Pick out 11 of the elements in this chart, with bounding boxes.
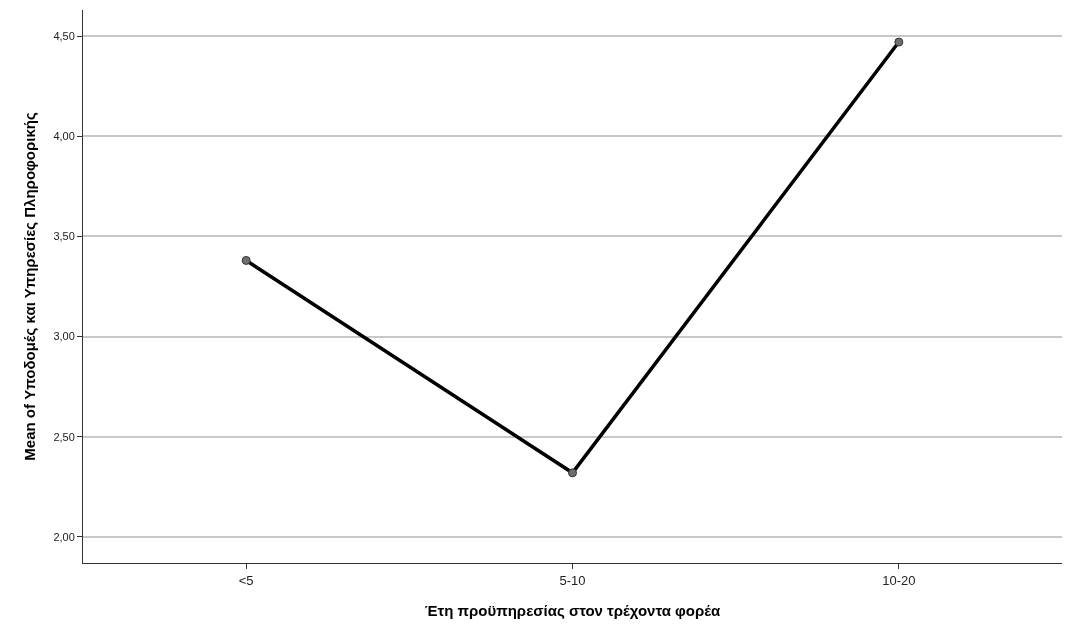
y-tick-label: 4,50	[53, 29, 75, 42]
y-axis-title: Mean of Υποδομές και Υπηρεσίες Πληροφορικής	[20, 112, 38, 461]
y-tick-label: 3,50	[53, 230, 75, 243]
x-axis-title: Έτη προϋπηρεσίας στον τρέχοντα φορέα	[424, 601, 722, 619]
y-tick-label: 3,00	[53, 330, 75, 343]
y-tick-label: 4,00	[53, 130, 75, 143]
x-tick-label: <5	[238, 572, 254, 588]
x-tick-label: 10-20	[882, 572, 916, 588]
y-tick-label: 2,50	[53, 430, 75, 443]
x-tick-label: 5-10	[559, 572, 586, 588]
y-tick-label: 2,00	[53, 530, 75, 543]
